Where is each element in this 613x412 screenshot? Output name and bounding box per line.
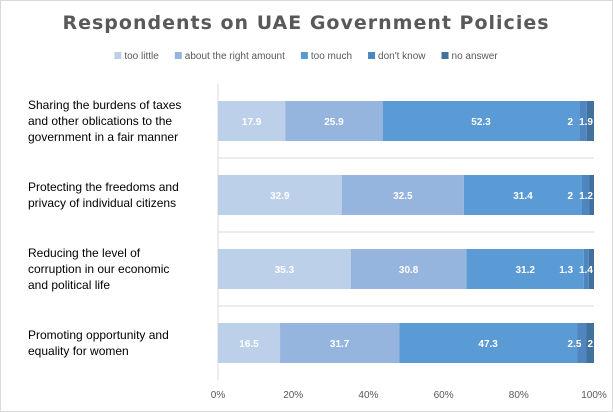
data-label: 1.3 — [559, 265, 573, 276]
data-label: 31.4 — [513, 191, 533, 202]
bar-segment — [581, 175, 590, 215]
bar-segment — [280, 323, 400, 363]
data-label: 35.3 — [275, 265, 295, 276]
category-label: Promoting opportunity and — [28, 328, 169, 342]
legend-label: too little — [124, 51, 159, 62]
bar-segment — [588, 249, 594, 289]
x-tick-label: 20% — [283, 390, 303, 401]
chart-title: Respondents on UAE Government Policies — [62, 12, 549, 34]
bar-segment — [350, 249, 467, 289]
legend-swatch — [174, 52, 182, 59]
bar-segment — [218, 101, 286, 141]
legend-label: no answer — [452, 51, 499, 62]
data-label: 16.5 — [239, 339, 259, 350]
data-label: 2 — [568, 191, 574, 202]
data-label: 2 — [568, 117, 574, 128]
bar-segment — [579, 101, 587, 141]
category-label: Reducing the level of — [28, 246, 141, 260]
bar-segment — [583, 249, 589, 289]
data-label: 1.2 — [579, 191, 593, 202]
bar-segment — [285, 101, 383, 141]
x-tick-label: 80% — [509, 390, 529, 401]
data-label: 47.3 — [478, 339, 498, 350]
bar-segment — [463, 175, 582, 215]
bar-segment — [586, 323, 594, 363]
bar-segment — [382, 101, 580, 141]
category-label: Sharing the burdens of taxes — [28, 98, 181, 112]
bar-segment — [466, 249, 584, 289]
x-tick-label: 40% — [358, 390, 378, 401]
legend-swatch — [300, 52, 308, 59]
category-label: equality for women — [28, 344, 129, 358]
category-label: corruption in our economic — [28, 262, 169, 276]
bar-segment — [577, 323, 587, 363]
data-label: 31.2 — [515, 265, 535, 276]
data-label: 32.5 — [393, 191, 413, 202]
legend-swatch — [441, 52, 449, 59]
data-label: 25.9 — [324, 117, 344, 128]
category-label: and political life — [28, 278, 110, 292]
x-tick-label: 60% — [434, 390, 454, 401]
data-label: 1.9 — [579, 117, 593, 128]
data-label: 17.9 — [242, 117, 262, 128]
bar-segment — [218, 175, 342, 215]
category-label: government in a fair manner — [28, 130, 178, 144]
category-label: privacy of individual citizens — [28, 196, 176, 210]
legend-label: don't know — [378, 51, 426, 62]
data-label: 31.7 — [330, 339, 350, 350]
legend-label: too much — [311, 51, 352, 62]
data-label: 32.9 — [270, 191, 290, 202]
x-tick-label: 100% — [581, 390, 607, 401]
bar-segment — [589, 175, 594, 215]
data-label: 52.3 — [471, 117, 491, 128]
data-label: 2 — [587, 339, 593, 350]
legend-swatch — [368, 52, 376, 59]
data-label: 2.5 — [568, 339, 582, 350]
bar-segment — [341, 175, 464, 215]
bar-segment — [218, 323, 281, 363]
category-label: Protecting the freedoms and — [28, 180, 179, 194]
legend-label: about the right amount — [185, 51, 285, 62]
bar-segment — [399, 323, 578, 363]
data-label: 30.8 — [399, 265, 419, 276]
category-label: and other oblications to the — [28, 114, 172, 128]
bar-segment — [586, 101, 594, 141]
legend-swatch — [114, 52, 122, 59]
bar-segment — [218, 249, 351, 289]
data-label: 1.4 — [579, 265, 593, 276]
x-tick-label: 0% — [211, 390, 226, 401]
